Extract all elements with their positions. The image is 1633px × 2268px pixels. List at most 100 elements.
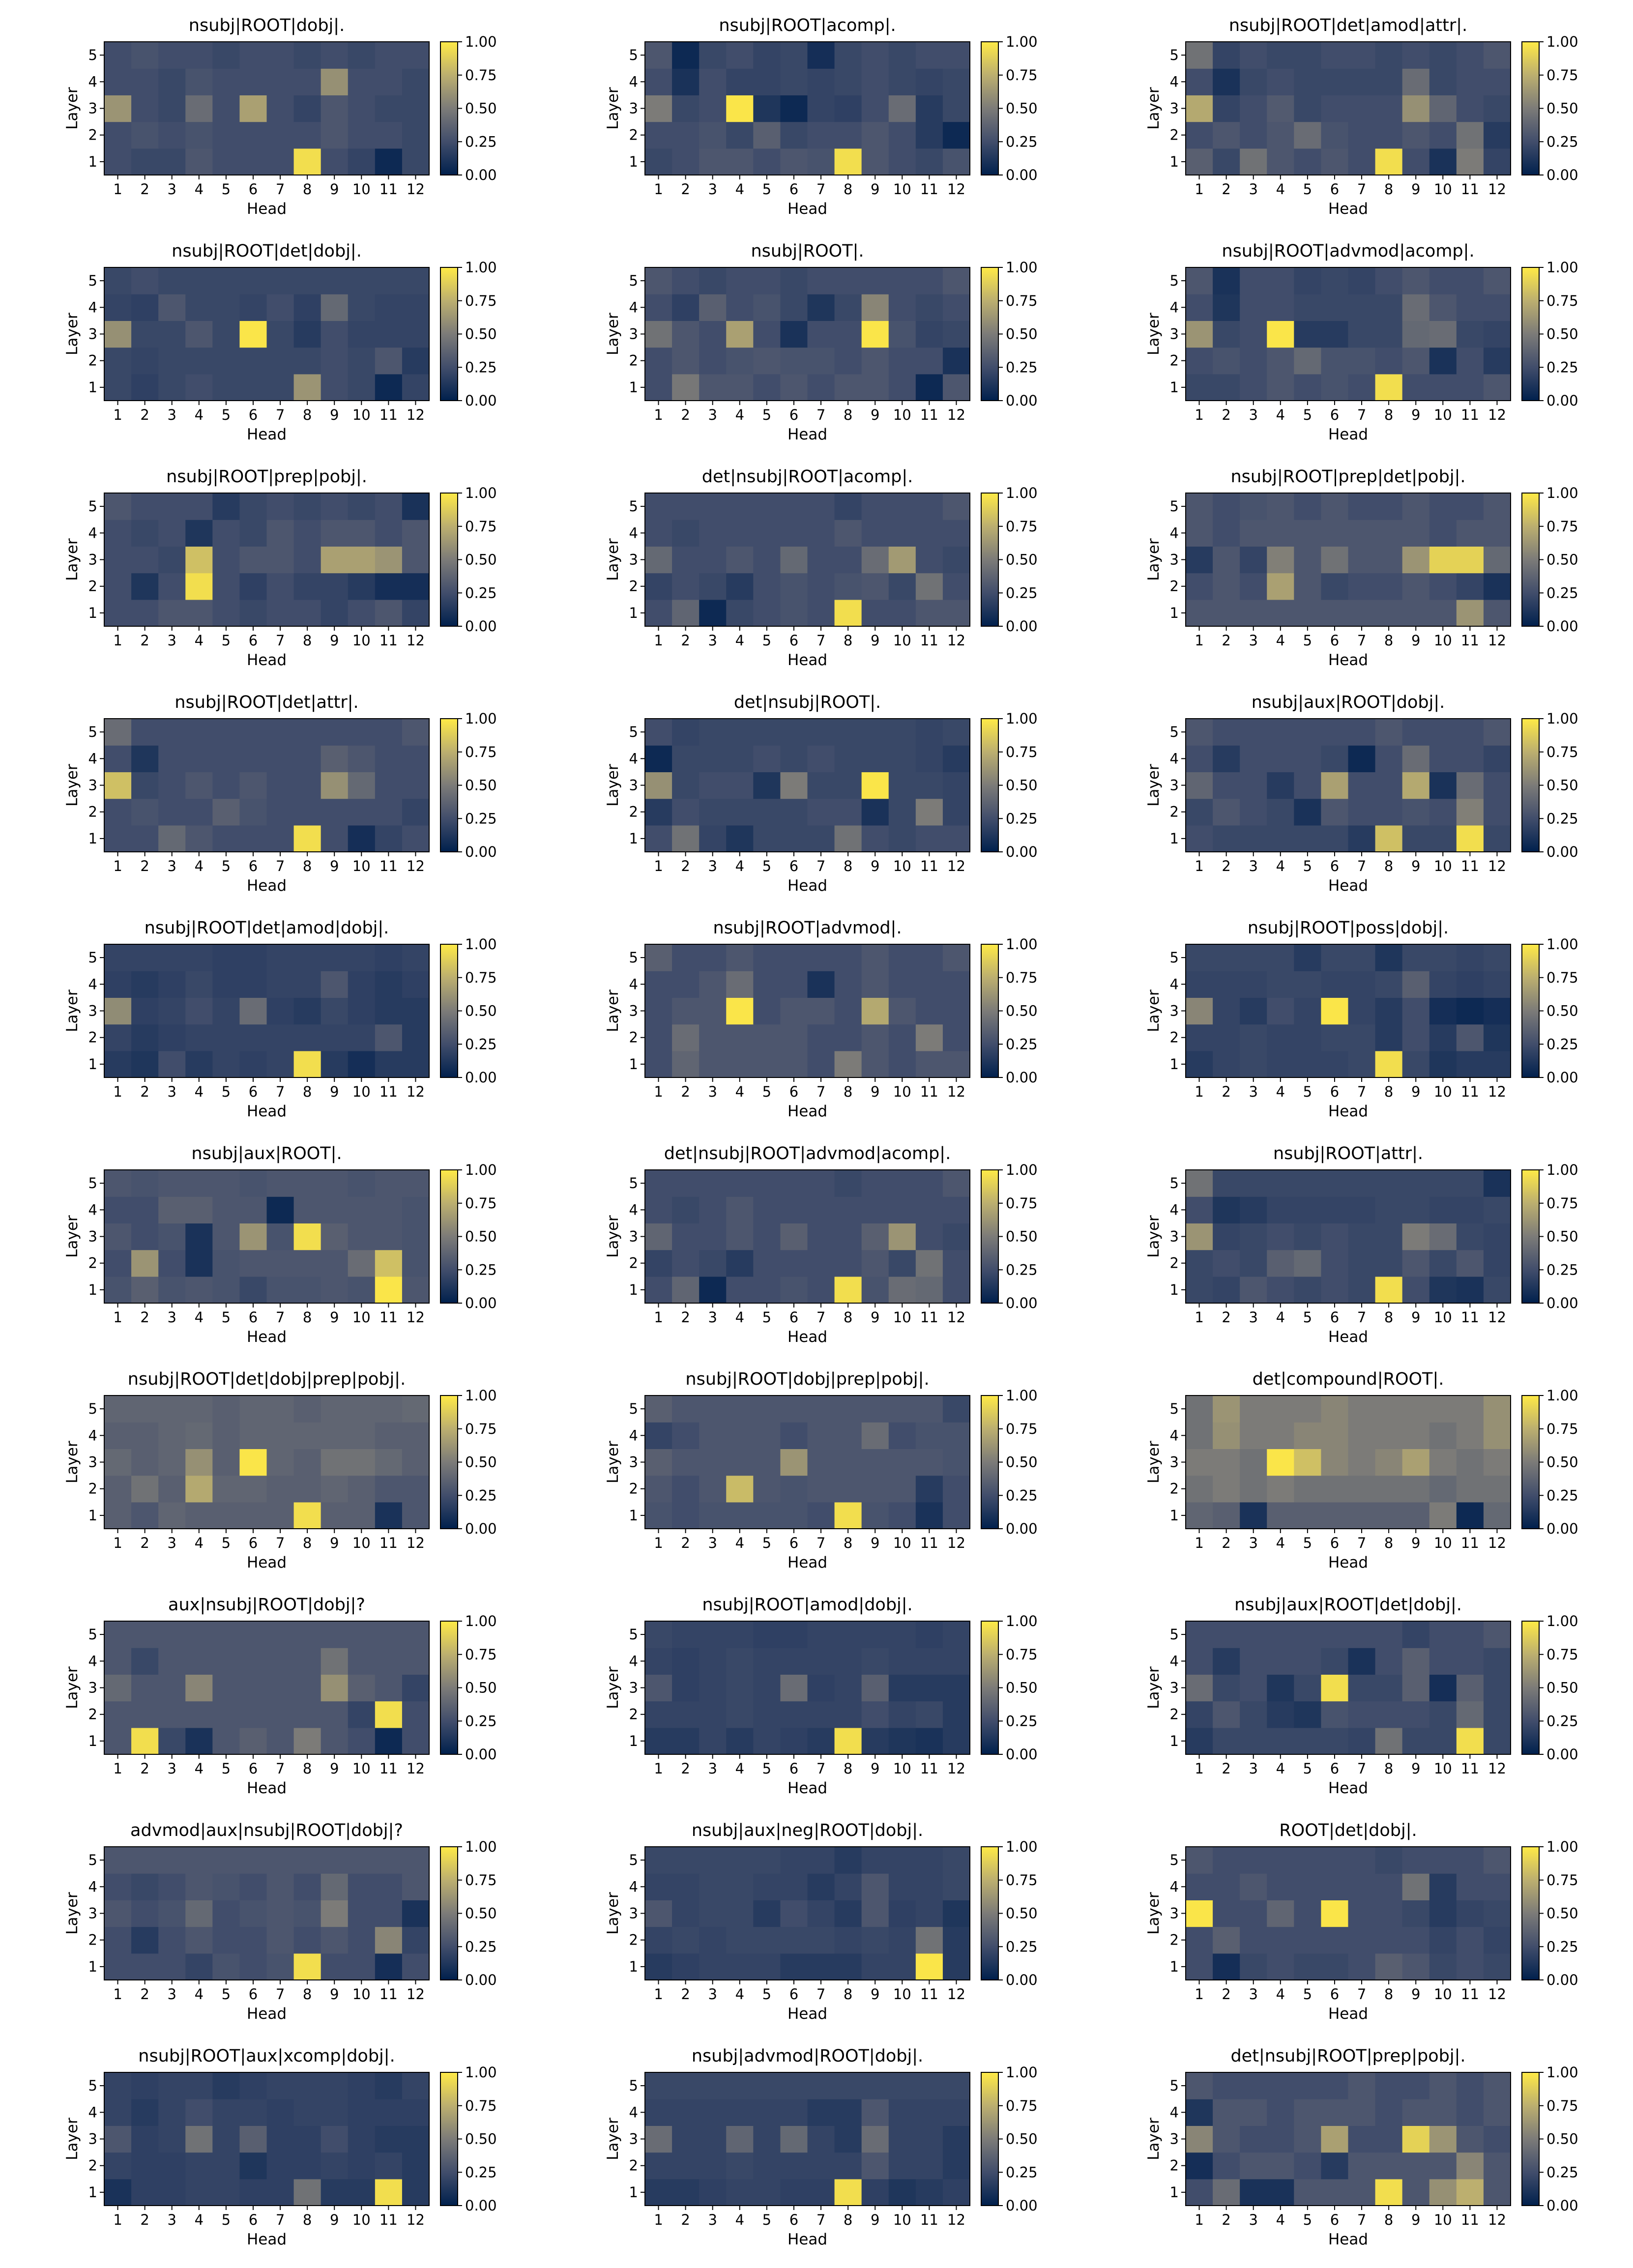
cell-layer4-head3: [1240, 745, 1267, 772]
x-tick-label: 8: [303, 1986, 312, 2003]
x-tick-label: 12: [1488, 1760, 1506, 1777]
cell-layer2-head4: [185, 1475, 213, 1503]
cell-layer5-head6: [780, 267, 808, 294]
cell-layer2-head2: [672, 1475, 700, 1503]
cell-layer5-head9: [1402, 1847, 1430, 1874]
colorbar-tick-label: 0.50: [1006, 2131, 1038, 2148]
cell-layer3-head8: [1375, 2125, 1403, 2153]
cell-layer5-head9: [861, 42, 889, 69]
cell-layer1-head6: [780, 1727, 808, 1755]
x-tick-label: 6: [789, 1760, 798, 1777]
cell-layer5-head4: [1267, 267, 1294, 294]
cell-layer2-head12: [942, 121, 970, 149]
cell-layer4-head4: [726, 68, 754, 95]
cell-layer3-head10: [888, 1900, 916, 1927]
cell-layer4-head1: [104, 971, 132, 998]
cell-layer2-head10: [1429, 347, 1457, 375]
cell-layer1-head6: [1321, 1276, 1349, 1304]
x-tick-label: 2: [140, 1083, 149, 1100]
y-tick-label: 1: [1170, 379, 1179, 396]
cell-layer5-head1: [645, 42, 672, 69]
cell-layer1-head6: [239, 2179, 267, 2206]
y-axis-label: Layer: [1145, 538, 1163, 581]
cell-layer1-head5: [212, 1502, 240, 1529]
cell-layer5-head4: [185, 719, 213, 746]
cell-layer4-head3: [699, 2099, 727, 2126]
cell-layer3-head4: [1267, 95, 1294, 122]
cell-layer3-head3: [158, 1449, 186, 1476]
cell-layer2-head11: [915, 1475, 943, 1503]
cell-layer3-head7: [266, 2125, 294, 2153]
cell-layer2-head2: [131, 1250, 159, 1277]
cell-layer5-head3: [1240, 2072, 1267, 2099]
cell-layer1-head7: [266, 1502, 294, 1529]
cell-layer4-head5: [1294, 1873, 1322, 1900]
cell-layer1-head1: [645, 825, 672, 852]
colorbar-tick-label: 0.75: [1546, 1646, 1578, 1663]
x-tick-label: 8: [844, 1986, 852, 2003]
x-tick-label: 9: [330, 2211, 339, 2228]
cell-layer3-head8: [834, 1900, 862, 1927]
cell-layer3-head1: [645, 320, 672, 348]
cell-layer2-head1: [645, 798, 672, 826]
cell-layer4-head6: [780, 745, 808, 772]
colorbar: [1521, 944, 1540, 1078]
cell-layer2-head6: [239, 347, 267, 375]
cell-layer2-head1: [1186, 1475, 1213, 1503]
cell-layer4-head8: [834, 2099, 862, 2126]
cell-layer2-head12: [402, 2152, 430, 2180]
heatmap-title: det|compound|ROOT|.: [1253, 1369, 1444, 1389]
cell-layer1-head3: [158, 374, 186, 401]
cell-layer3-head6: [1321, 1674, 1349, 1702]
cell-layer1-head3: [158, 1953, 186, 1980]
cell-layer4-head3: [158, 1648, 186, 1675]
cell-layer2-head3: [1240, 573, 1267, 600]
cell-layer4-head6: [780, 1873, 808, 1900]
cell-layer3-head10: [1429, 546, 1457, 574]
y-axis-label: Layer: [604, 764, 622, 807]
cell-layer2-head12: [1483, 121, 1511, 149]
x-tick-label: 9: [1411, 858, 1420, 874]
cell-layer5-head9: [861, 1847, 889, 1874]
y-tick-label: 5: [1170, 1175, 1179, 1192]
cell-layer5-head3: [158, 267, 186, 294]
cell-layer4-head11: [915, 1196, 943, 1223]
y-axis-label: Layer: [604, 538, 622, 581]
cell-layer5-head8: [834, 719, 862, 746]
colorbar-tick-label: 0.25: [1006, 2164, 1038, 2181]
cell-layer5-head6: [780, 42, 808, 69]
colorbar-tick-label: 1.00: [1006, 33, 1038, 50]
x-tick-label: 5: [762, 858, 771, 874]
cell-layer4-head9: [321, 68, 349, 95]
cell-layer4-head7: [1348, 1422, 1376, 1449]
cell-layer1-head12: [402, 1727, 430, 1755]
cell-layer1-head9: [861, 1276, 889, 1304]
cell-layer5-head6: [780, 1847, 808, 1874]
cell-layer5-head8: [293, 1396, 321, 1423]
cell-layer3-head4: [185, 1674, 213, 1702]
x-tick-label: 5: [222, 1083, 231, 1100]
cell-layer4-head3: [1240, 1196, 1267, 1223]
y-tick-label: 4: [1170, 750, 1179, 767]
cell-layer2-head9: [1402, 1475, 1430, 1503]
cell-layer2-head10: [348, 1926, 376, 1954]
cell-layer3-head4: [185, 95, 213, 122]
x-tick-label: 3: [167, 1309, 176, 1326]
cell-layer1-head7: [266, 599, 294, 627]
y-tick-label: 2: [1170, 1481, 1179, 1497]
x-tick-label: 11: [920, 2211, 938, 2228]
cell-layer1-head2: [131, 148, 159, 175]
cell-layer1-head7: [266, 148, 294, 175]
x-tick-label: 5: [222, 1535, 231, 1551]
x-tick-label: 1: [654, 1083, 663, 1100]
cell-layer3-head12: [1483, 1223, 1511, 1250]
y-tick-label: 4: [88, 524, 97, 541]
cell-layer5-head12: [942, 2072, 970, 2099]
cell-layer2-head11: [1456, 121, 1484, 149]
cell-layer5-head6: [780, 944, 808, 971]
cell-layer2-head2: [672, 798, 700, 826]
cell-layer2-head7: [1348, 573, 1376, 600]
colorbar-tick-label: 0.25: [1006, 584, 1038, 601]
heatmap-title: nsubj|ROOT|dobj|.: [189, 16, 345, 35]
y-tick-label: 4: [1170, 2104, 1179, 2121]
